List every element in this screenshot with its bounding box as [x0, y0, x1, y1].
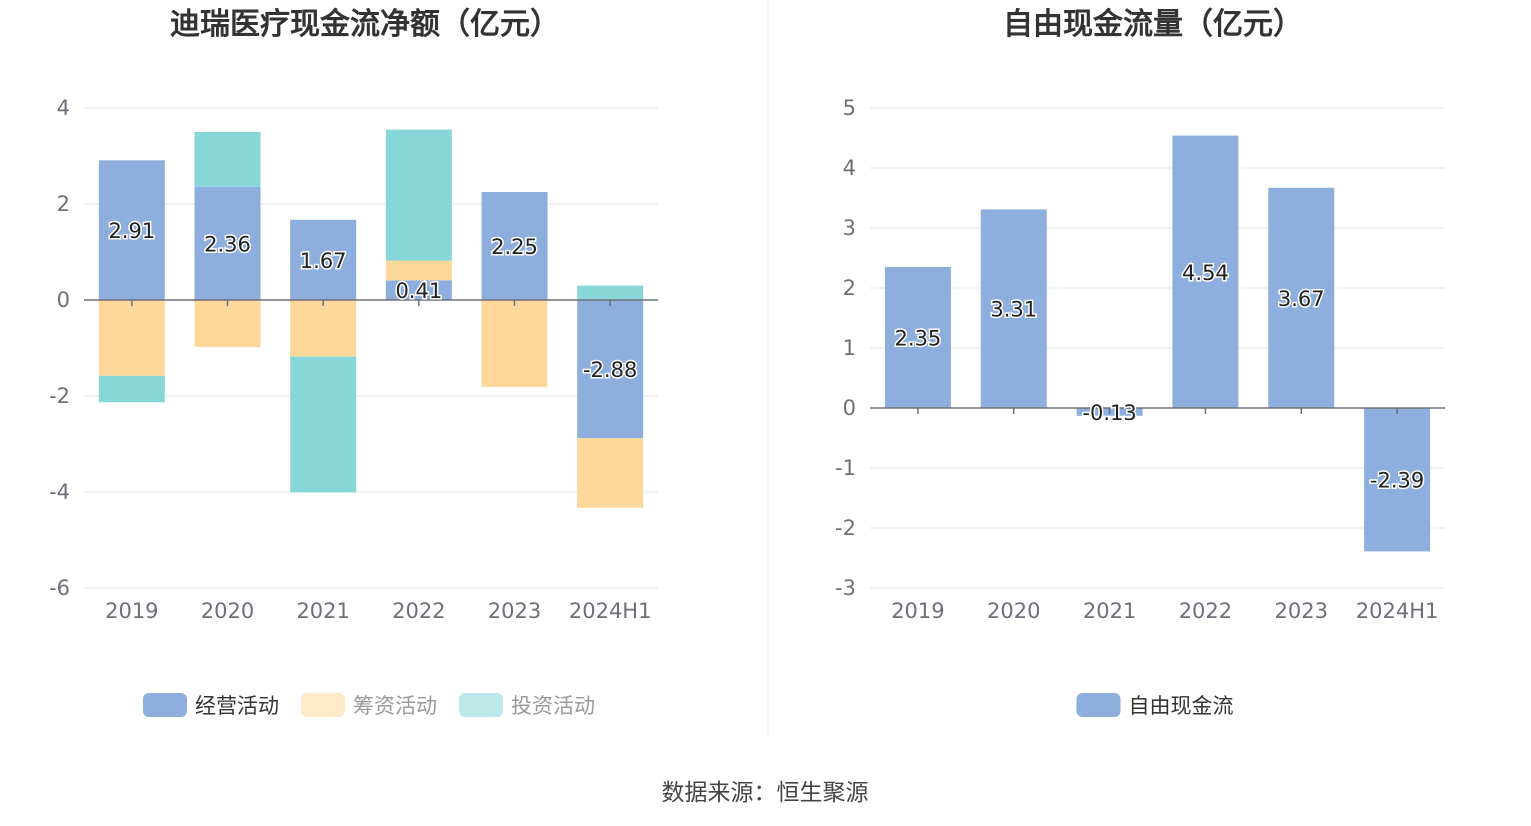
y-tick-label: -2 [49, 384, 70, 408]
x-tick-label: 2023 [488, 599, 541, 623]
y-tick-label: 1 [843, 336, 856, 360]
data-label: 3.31 [990, 298, 1037, 322]
y-tick-label: -6 [49, 576, 70, 600]
x-tick-label: 2020 [201, 599, 254, 623]
y-tick-label: 2 [843, 276, 856, 300]
bar [481, 192, 548, 300]
legend-item: 投资活动 [459, 693, 595, 718]
legend-swatch [1076, 693, 1121, 717]
legend-label: 筹资活动 [353, 694, 437, 718]
data-label: -2.39 [1370, 469, 1424, 493]
bar [194, 132, 261, 187]
bar [98, 160, 165, 300]
bar [385, 260, 452, 281]
y-tick-label: -2 [835, 516, 856, 540]
bar [290, 356, 357, 493]
x-tick-label: 2021 [296, 599, 349, 623]
x-tick-label: 2024H1 [569, 599, 652, 623]
bar [290, 219, 357, 300]
bar [98, 375, 165, 403]
x-tick-label: 2019 [891, 599, 944, 623]
bar [884, 267, 951, 408]
legend-label: 投资活动 [511, 694, 595, 718]
legend-swatch [143, 693, 187, 717]
data-label: -0.13 [1082, 401, 1136, 425]
legend-label: 自由现金流 [1129, 694, 1234, 718]
bar [577, 285, 644, 300]
free-cash-flow-chart: 自由现金流量（亿元） 5 4 3 2 1 0 -1 -2 -3 2019 2020 2021 2022 20… [835, 7, 1445, 718]
bar [98, 300, 165, 376]
x-tick-label: 2024H1 [1356, 599, 1439, 623]
bar [481, 300, 548, 387]
bar [194, 186, 261, 300]
x-tick-label: 2022 [1179, 599, 1232, 623]
data-label: -2.88 [583, 358, 637, 382]
data-label: 2.25 [491, 235, 538, 259]
legend-swatch [301, 693, 345, 717]
y-tick-label: -1 [835, 456, 856, 480]
legend-swatch [459, 693, 503, 717]
x-tick-label: 2023 [1275, 599, 1328, 623]
data-label: 2.36 [204, 232, 251, 256]
bar [1172, 135, 1239, 408]
y-tick-label: 0 [57, 288, 70, 312]
y-tick-label: 3 [843, 216, 856, 240]
cash-flow-net-chart: 迪瑞医疗现金流净额（亿元） 4 2 0 -2 -4 -6 2019 2020 2021 2022 20… [49, 7, 658, 718]
legend-item: 经营活动 [143, 693, 279, 718]
bar [577, 438, 644, 508]
bar [577, 300, 644, 439]
data-label: 4.54 [1182, 261, 1229, 285]
bar [980, 209, 1047, 408]
x-tick-label: 2020 [987, 599, 1040, 623]
x-tick-label: 2021 [1083, 599, 1136, 623]
y-tick-label: 4 [843, 156, 856, 180]
x-tick-label: 2019 [105, 599, 158, 623]
y-tick-label: 2 [57, 192, 70, 216]
legend-item: 筹资活动 [301, 693, 437, 718]
bar [194, 300, 261, 348]
y-tick-label: -3 [835, 576, 856, 600]
y-tick-label: 5 [843, 96, 856, 120]
y-tick-label: 0 [843, 396, 856, 420]
bar [1364, 408, 1431, 552]
legend-label: 经营活动 [195, 694, 279, 718]
data-label: 1.67 [300, 249, 347, 273]
legend-item: 自由现金流 [1076, 693, 1234, 718]
chart-title: 迪瑞医疗现金流净额（亿元） [170, 7, 560, 42]
bar [385, 129, 452, 261]
data-label: 2.91 [108, 219, 155, 243]
y-tick-label: 4 [57, 96, 70, 120]
bar [1268, 187, 1335, 408]
y-tick-label: -4 [49, 480, 70, 504]
source-text: 数据来源：恒生聚源 [662, 780, 869, 806]
bar [385, 280, 452, 300]
x-tick-label: 2022 [392, 599, 445, 623]
bar [290, 300, 357, 357]
data-label: 0.41 [395, 279, 442, 303]
data-label: 3.67 [1278, 287, 1325, 311]
data-label: 2.35 [895, 327, 942, 351]
chart-title: 自由现金流量（亿元） [1003, 7, 1303, 42]
